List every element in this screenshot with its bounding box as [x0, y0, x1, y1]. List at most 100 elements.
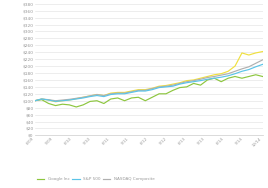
Google Inc [109, 98, 112, 100]
Google Inc [102, 102, 106, 105]
S&P 500 [109, 93, 112, 96]
S&P 500 [254, 66, 257, 68]
S&P 500 [144, 90, 147, 92]
Google Inc [185, 86, 188, 88]
S&P 500 [123, 93, 126, 95]
S&P 500 [192, 80, 195, 83]
Google Inc [171, 89, 174, 92]
S&P 500 [137, 90, 140, 92]
NASDAQ Composite [54, 100, 57, 102]
S&P 500 [116, 93, 119, 95]
RDG Internet Composite [95, 93, 99, 96]
RDG Internet Composite [178, 82, 181, 84]
Google Inc [219, 80, 223, 83]
Line: NASDAQ Composite: NASDAQ Composite [35, 60, 263, 101]
Google Inc [144, 100, 147, 102]
RDG Internet Composite [151, 87, 154, 89]
Google Inc [88, 100, 92, 102]
Google Inc [261, 75, 264, 78]
Google Inc [130, 97, 133, 99]
RDG Internet Composite [47, 99, 50, 101]
RDG Internet Composite [233, 65, 237, 67]
RDG Internet Composite [185, 80, 188, 82]
Google Inc [199, 84, 202, 86]
S&P 500 [185, 82, 188, 84]
RDG Internet Composite [144, 89, 147, 91]
S&P 500 [75, 98, 78, 100]
S&P 500 [95, 94, 99, 97]
NASDAQ Composite [137, 89, 140, 92]
RDG Internet Composite [240, 52, 244, 54]
RDG Internet Composite [247, 54, 250, 56]
NASDAQ Composite [81, 96, 85, 98]
NASDAQ Composite [158, 86, 161, 88]
Google Inc [116, 97, 119, 99]
RDG Internet Composite [137, 89, 140, 91]
RDG Internet Composite [206, 75, 209, 78]
S&P 500 [61, 100, 64, 102]
NASDAQ Composite [219, 74, 223, 76]
NASDAQ Composite [102, 94, 106, 97]
S&P 500 [130, 91, 133, 94]
NASDAQ Composite [88, 95, 92, 97]
NASDAQ Composite [151, 87, 154, 90]
Google Inc [123, 100, 126, 102]
NASDAQ Composite [75, 97, 78, 99]
Google Inc [233, 75, 237, 78]
Google Inc [206, 79, 209, 81]
Google Inc [151, 96, 154, 98]
RDG Internet Composite [199, 77, 202, 79]
NASDAQ Composite [40, 98, 43, 100]
Google Inc [226, 77, 230, 79]
S&P 500 [88, 96, 92, 98]
S&P 500 [102, 96, 106, 98]
RDG Internet Composite [164, 84, 168, 87]
Google Inc [254, 74, 257, 76]
NASDAQ Composite [261, 59, 264, 61]
NASDAQ Composite [95, 93, 99, 96]
Google Inc [95, 100, 99, 102]
Google Inc [192, 82, 195, 85]
Google Inc [247, 75, 250, 78]
Google Inc [178, 86, 181, 89]
RDG Internet Composite [213, 74, 216, 76]
S&P 500 [40, 98, 43, 100]
Google Inc [47, 102, 50, 105]
RDG Internet Composite [75, 98, 78, 100]
S&P 500 [213, 77, 216, 79]
RDG Internet Composite [116, 91, 119, 94]
NASDAQ Composite [116, 92, 119, 94]
S&P 500 [47, 99, 50, 101]
Google Inc [81, 104, 85, 106]
NASDAQ Composite [171, 84, 174, 86]
NASDAQ Composite [254, 62, 257, 64]
RDG Internet Composite [40, 98, 43, 100]
S&P 500 [247, 68, 250, 71]
S&P 500 [240, 70, 244, 72]
NASDAQ Composite [47, 99, 50, 101]
RDG Internet Composite [33, 100, 36, 102]
Google Inc [158, 93, 161, 95]
S&P 500 [151, 89, 154, 91]
S&P 500 [233, 73, 237, 75]
Google Inc [137, 96, 140, 98]
NASDAQ Composite [213, 75, 216, 78]
NASDAQ Composite [240, 68, 244, 70]
S&P 500 [206, 78, 209, 80]
NASDAQ Composite [109, 93, 112, 95]
NASDAQ Composite [144, 89, 147, 92]
Google Inc [40, 99, 43, 101]
RDG Internet Composite [68, 99, 71, 101]
RDG Internet Composite [192, 79, 195, 81]
S&P 500 [81, 97, 85, 99]
RDG Internet Composite [226, 70, 230, 72]
Google Inc [75, 106, 78, 108]
S&P 500 [158, 86, 161, 89]
Line: RDG Internet Composite: RDG Internet Composite [35, 52, 263, 102]
S&P 500 [54, 100, 57, 102]
RDG Internet Composite [54, 101, 57, 103]
RDG Internet Composite [123, 91, 126, 94]
RDG Internet Composite [261, 50, 264, 53]
RDG Internet Composite [102, 94, 106, 97]
S&P 500 [261, 63, 264, 65]
